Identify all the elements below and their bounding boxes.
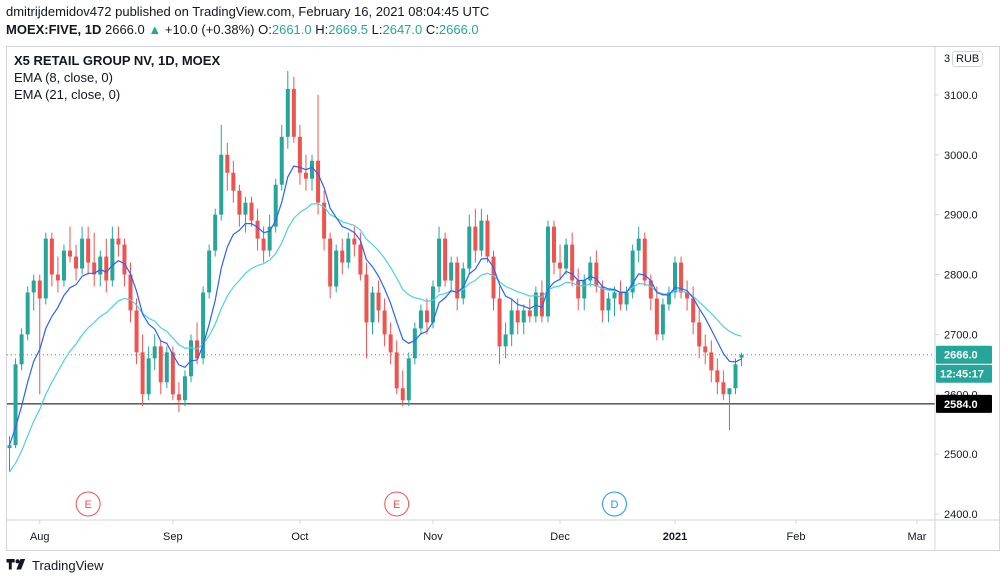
legend-ema21: EMA (21, close, 0) bbox=[14, 87, 121, 102]
open-label: O: bbox=[258, 22, 272, 37]
symbol-label: MOEX:FIVE, 1D bbox=[6, 22, 102, 37]
low-label: L: bbox=[371, 22, 383, 37]
change-value: +10.0 (+0.38%) bbox=[164, 22, 255, 37]
footer-brand-label: TradingView bbox=[32, 558, 104, 573]
chart-frame[interactable] bbox=[6, 46, 1000, 551]
legend-ema8: EMA (8, close, 0) bbox=[14, 70, 113, 85]
publisher-line: dmitrijdemidov472 published on TradingVi… bbox=[6, 4, 490, 19]
high-label: H: bbox=[315, 22, 329, 37]
ohlc-line: MOEX:FIVE, 1D 2666.0 ▲ +10.0 (+0.38%) O:… bbox=[6, 22, 479, 37]
change-up-arrow-icon: ▲ bbox=[148, 22, 162, 37]
tradingview-logo-icon bbox=[6, 558, 26, 569]
footer-branding[interactable]: TradingView bbox=[6, 558, 104, 573]
last-price: 2666.0 bbox=[104, 22, 145, 37]
high-value: 2669.5 bbox=[328, 22, 369, 37]
legend-title: X5 RETAIL GROUP NV, 1D, MOEX bbox=[14, 53, 221, 68]
low-value: 2647.0 bbox=[382, 22, 423, 37]
close-label: C: bbox=[425, 22, 439, 37]
open-value: 2661.0 bbox=[271, 22, 312, 37]
close-value: 2666.0 bbox=[438, 22, 479, 37]
currency-badge[interactable]: RUB bbox=[952, 51, 984, 67]
